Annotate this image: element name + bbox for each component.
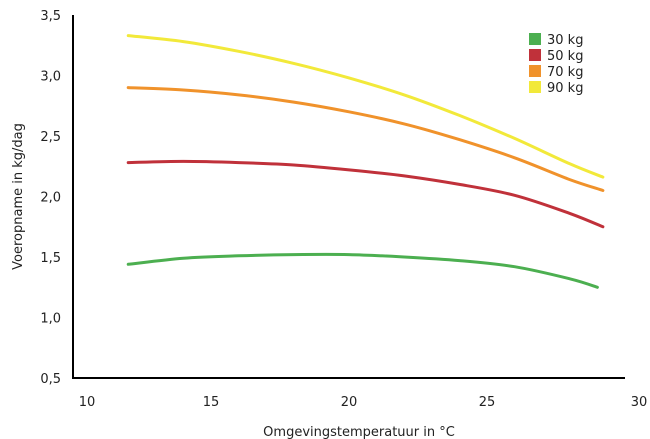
- y-tick-labels: 0,5 1,0 1,5 2,0 2,5 3,0 3,5: [40, 9, 61, 387]
- series-line-50-kg: [126, 159, 605, 229]
- x-tick-label: 25: [479, 395, 496, 410]
- legend-label-50-kg: 50 kg: [547, 49, 583, 64]
- y-tick-label: 1,0: [40, 312, 61, 327]
- legend-label-30-kg: 30 kg: [547, 33, 583, 48]
- x-axis-title: Omgevingstemperatuur in °C: [263, 425, 455, 439]
- x-tick-label: 10: [79, 395, 96, 410]
- x-tick-label: 30: [631, 395, 648, 410]
- y-tick-label: 2,0: [40, 191, 61, 206]
- legend-swatch-70-kg: [529, 65, 541, 77]
- legend-swatch-30-kg: [529, 33, 541, 45]
- y-tick-label: 3,0: [40, 70, 61, 85]
- y-axis: 0,5 1,0 1,5 2,0 2,5 3,0 3,5: [40, 9, 74, 387]
- x-tick-label: 20: [341, 395, 358, 410]
- legend-swatch-90-kg: [529, 81, 541, 93]
- x-tick-label: 15: [203, 395, 220, 410]
- y-tick-label: 2,5: [40, 130, 61, 145]
- legend-label-90-kg: 90 kg: [547, 81, 583, 96]
- x-tick-labels: 10 15 20 25 30: [79, 395, 648, 410]
- y-tick-label: 3,5: [40, 9, 61, 24]
- series-lines: [126, 34, 605, 289]
- series-line-30-kg: [126, 252, 599, 289]
- y-axis-title: Voeropname in kg/dag: [11, 123, 26, 270]
- legend-label-70-kg: 70 kg: [547, 65, 583, 80]
- legend-swatch-50-kg: [529, 49, 541, 61]
- y-tick-label: 1,5: [40, 251, 61, 266]
- x-axis: 10 15 20 25 30: [72, 377, 648, 410]
- series-line-90-kg: [126, 34, 605, 179]
- series-line-70-kg: [126, 86, 605, 192]
- y-tick-label: 0,5: [40, 372, 61, 387]
